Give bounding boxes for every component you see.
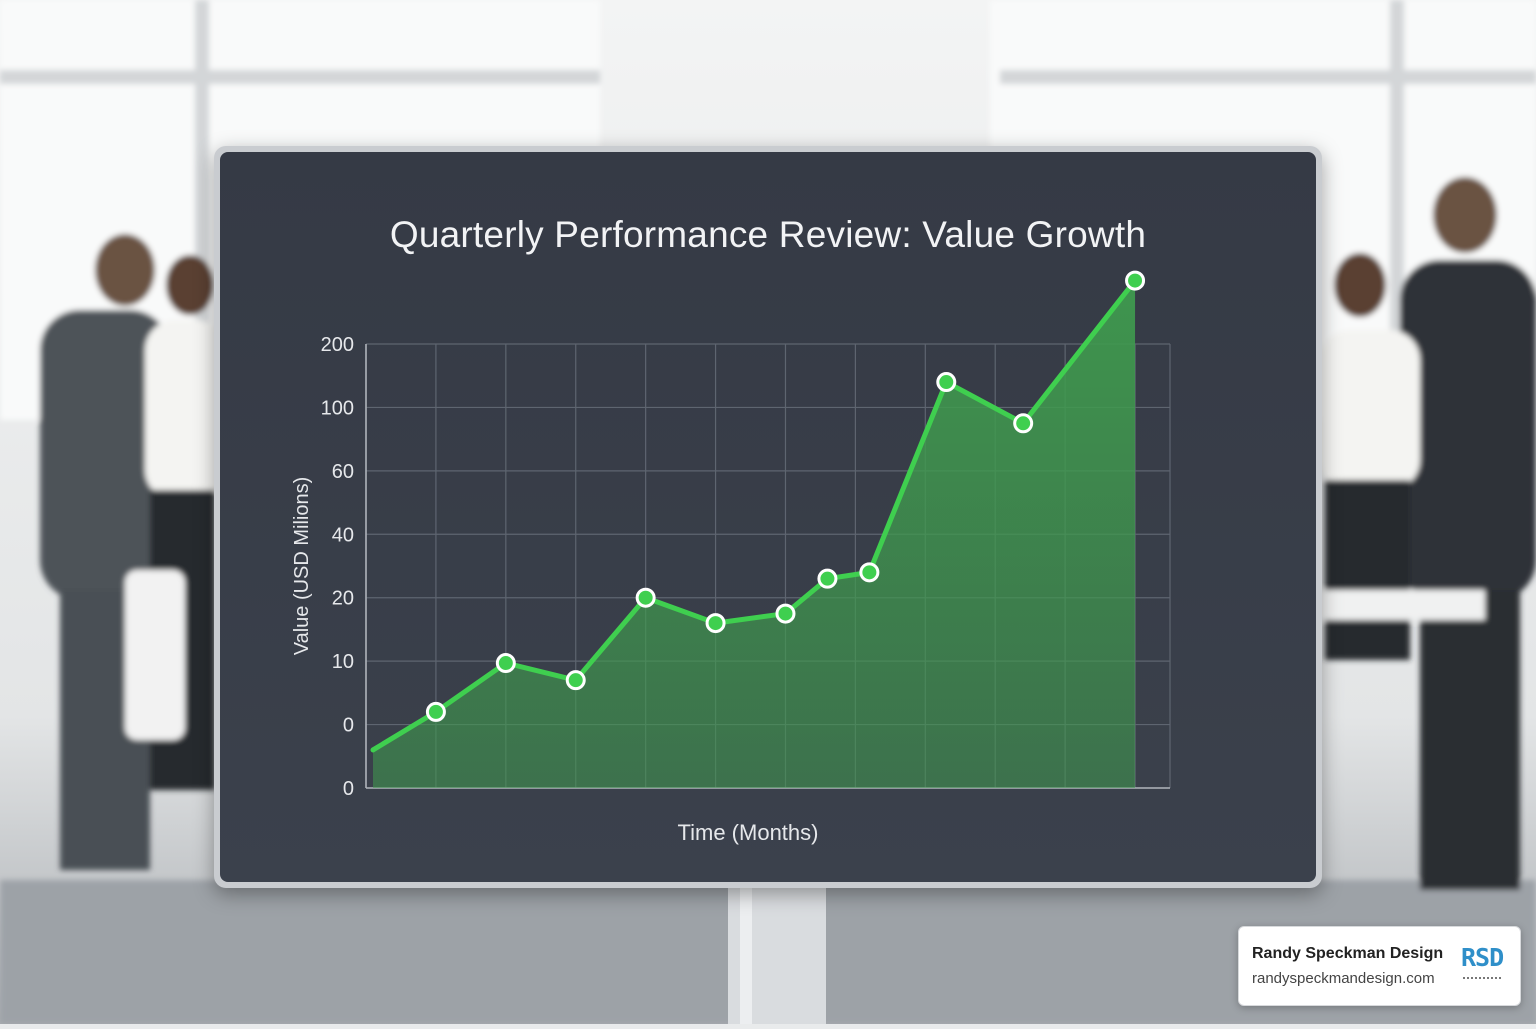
series-line [370,278,1138,753]
data-point [635,587,656,608]
y-tick-label: 200 [321,334,354,356]
y-tick-label: 100 [321,397,354,419]
watermark-name: Randy Speckman Design [1252,945,1444,962]
y-tick-label: 40 [332,524,354,546]
y-tick-label: 10 [332,651,354,673]
data-point [859,562,880,583]
display-monitor: Quarterly Performance Review: Value Grow… [214,146,1322,888]
logo-swoosh [1463,977,1501,982]
watermark-badge: Randy Speckman Design randyspeckmandesig… [1238,926,1521,1006]
y-tick-label: 0 [343,778,354,800]
y-axis-label: Value (USD Milions) [291,477,313,656]
data-point [565,670,586,691]
area-chart: 0 0 10 20 40 60 100 200 Time (Months) Value (USD … [291,270,1171,845]
y-tick-label: 0 [343,715,354,737]
data-point [1013,413,1034,434]
data-point [817,568,838,589]
rsd-logo-text: RSD [1461,943,1504,972]
watermark-url: randyspeckmandesign.com [1252,970,1435,987]
chart-title: Quarterly Performance Review: Value Grow… [389,214,1147,255]
data-point [495,653,516,674]
rsd-logo: RSD [1461,943,1511,991]
y-tick-label: 60 [332,461,354,483]
data-point [1125,270,1146,291]
x-axis-label: Time (Months) [678,820,819,845]
data-point [425,701,446,722]
monitor-screen: Quarterly Performance Review: Value Grow… [220,152,1316,882]
data-point [705,613,726,634]
data-point [936,372,957,393]
data-point [775,603,796,624]
area-fill [372,280,1136,788]
y-tick-label: 20 [332,588,354,610]
